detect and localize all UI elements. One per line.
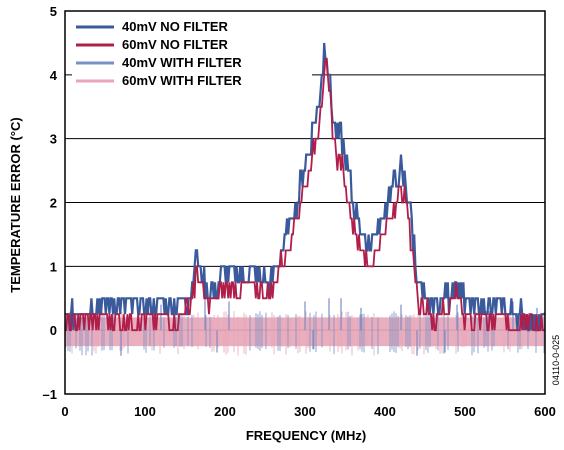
legend-label: 60mV NO FILTER [122,37,229,52]
series-60mv-no-filter [65,58,545,332]
y-tick-labels: –1 0 1 2 3 4 5 [43,4,58,402]
x-tick-label: 200 [214,404,236,419]
y-tick-label: 1 [50,259,57,274]
y-tick-label: 4 [50,68,58,83]
y-tick-label: –1 [43,387,57,402]
plot-frame [64,10,546,395]
x-tick-label: 500 [454,404,476,419]
x-tick-label: 300 [294,404,316,419]
x-tick-label: 600 [534,404,556,419]
series-lines [65,42,545,332]
x-tick-label: 100 [134,404,156,419]
x-tick-labels: 0 100 200 300 400 500 600 [61,404,555,419]
y-tick-label: 5 [50,4,57,19]
y-tick-label: 3 [50,132,57,147]
figure-id: 04110-0-025 [551,335,561,385]
gridlines [65,74,545,331]
legend-label: 40mV WITH FILTER [122,55,242,70]
y-tick-label: 2 [50,196,57,211]
y-tick-label: 0 [50,323,57,338]
legend-box [72,15,312,101]
y-axis-title: TEMPERATURE ERROR (°C) [8,117,23,292]
x-tick-label: 0 [61,404,68,419]
legend-label: 60mV WITH FILTER [122,73,242,88]
x-tick-label: 400 [374,404,396,419]
legend-label: 40mV NO FILTER [122,19,229,34]
legend: 40mV NO FILTER 60mV NO FILTER 40mV WITH FI… [72,15,312,101]
x-axis-title: FREQUENCY (MHz) [246,428,366,443]
